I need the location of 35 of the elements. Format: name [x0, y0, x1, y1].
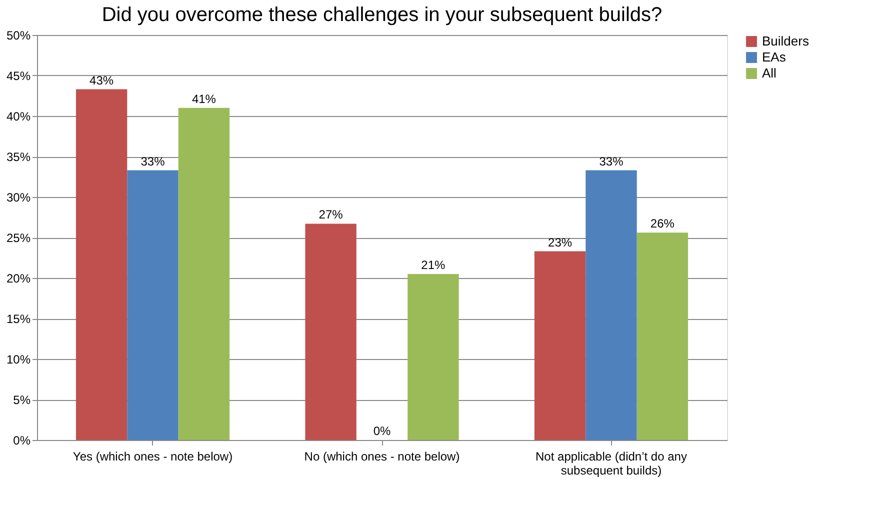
data-label: 0%: [373, 424, 391, 438]
data-label: 21%: [421, 258, 446, 272]
y-tick-label: 30%: [6, 190, 31, 204]
bar: [127, 170, 178, 440]
x-tick-label: No (which ones - note below): [304, 450, 460, 464]
legend-label: EAs: [762, 50, 786, 64]
bar: [178, 108, 230, 440]
data-label: 33%: [599, 154, 624, 168]
legend-label: All: [762, 66, 777, 80]
bar: [408, 274, 459, 440]
y-tick-label: 50%: [6, 28, 31, 42]
data-label: 33%: [140, 154, 166, 168]
y-tick-label: 35%: [6, 150, 31, 164]
y-tick-label: 10%: [6, 352, 31, 366]
data-label: 41%: [192, 92, 216, 106]
chart-title: Did you overcome these challenges in your subsequent builds?: [102, 4, 662, 26]
bar: [636, 232, 688, 440]
bar: [534, 251, 586, 440]
y-tick-label: 25%: [6, 231, 31, 245]
data-label: 26%: [650, 216, 675, 231]
data-label: 43%: [90, 73, 114, 88]
bar: [76, 89, 128, 440]
legend-label: Builders: [762, 34, 810, 48]
y-tick-label: 5%: [13, 393, 31, 407]
bar: [305, 224, 356, 440]
bar: [586, 170, 637, 440]
data-label: 23%: [548, 235, 572, 250]
y-tick-label: 0%: [13, 434, 31, 448]
y-tick-label: 20%: [6, 272, 31, 286]
x-tick-label: Yes (which ones - note below): [72, 450, 233, 464]
y-tick-label: 15%: [6, 312, 31, 326]
data-label: 27%: [318, 208, 344, 222]
x-tick-label: Not applicable (didn’t do any subsequent builds): [536, 450, 687, 478]
y-tick-label: 40%: [6, 110, 31, 124]
y-tick-label: 45%: [6, 69, 31, 83]
